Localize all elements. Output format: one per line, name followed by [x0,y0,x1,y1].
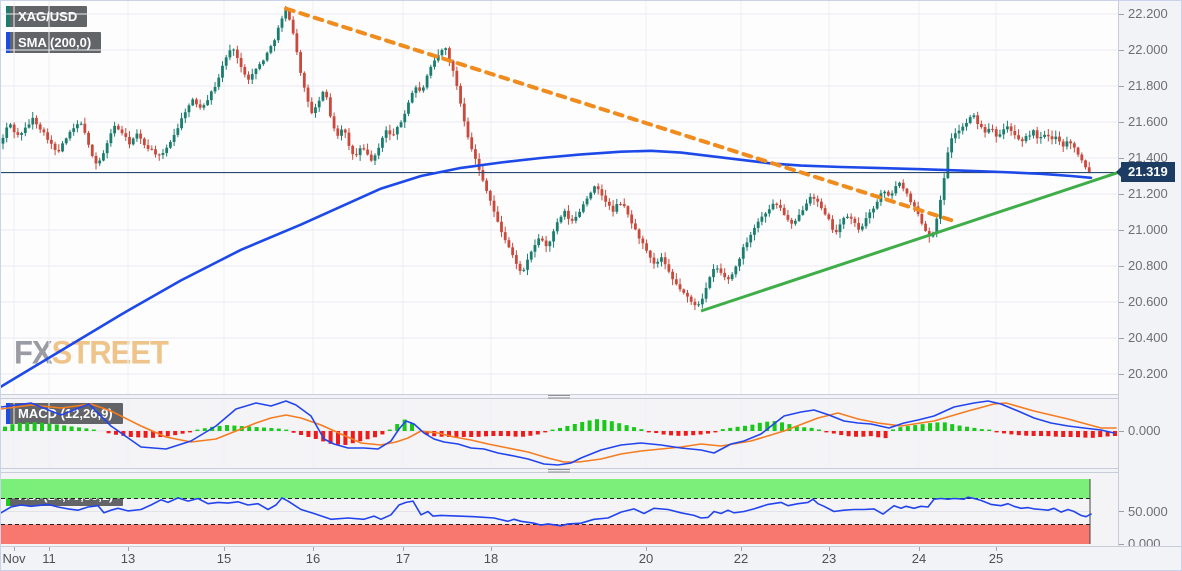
rsi-axis-tick [1118,543,1124,545]
time-axis-label: 13 [120,551,136,566]
time-axis-tick [919,547,920,551]
price-axis-tick [1118,13,1124,15]
panel-divider [1,468,1118,474]
time-axis-tick [829,547,830,551]
price-axis-label: 22.000 [1128,42,1168,57]
rsi-axis-tick [1118,511,1124,512]
price-axis-label: 21.000 [1128,222,1168,237]
time-axis-tick [14,547,15,551]
rsi-chart[interactable] [1,473,1118,546]
resize-grip-icon[interactable] [548,395,570,400]
price-axis-label: 20.400 [1128,330,1168,345]
time-axis-label: 20 [638,551,654,566]
time-axis-tick [49,547,50,551]
price-axis[interactable]: 22.200 22.000 21.800 21.600 21.400 21.200 21.0… [1118,1,1181,551]
price-axis-tick [1118,337,1124,339]
time-axis-tick [224,547,225,551]
time-axis-tick [646,547,647,551]
price-panel[interactable]: FXSTREET [1,1,1118,394]
time-axis-label: 15 [216,551,232,566]
price-axis-label: 21.200 [1128,186,1168,201]
sma-label: SMA (200,0) [18,35,92,50]
price-axis-tick [1118,265,1124,267]
price-axis-label: 21.600 [1128,114,1168,129]
resize-grip-icon[interactable] [548,469,570,474]
price-axis-tick [1118,229,1124,231]
price-axis-label: 21.800 [1128,78,1168,93]
time-axis-label: 16 [305,551,321,566]
time-axis-tick [996,547,997,551]
price-axis-label: 20.800 [1128,258,1168,273]
symbol-label: XAG/USD [18,9,78,24]
macd-axis-tick [1118,430,1124,432]
last-price-badge: 21.319 [1116,162,1175,182]
time-axis-label: 25 [988,551,1004,566]
price-axis-label: 21.400 [1128,150,1168,165]
symbol-accent-bar [6,6,10,27]
macd-axis-label: 0.000 [1128,423,1161,438]
time-axis-tick [741,547,742,551]
rsi-panel[interactable] [1,473,1118,546]
candlestick-chart[interactable] [1,1,1118,394]
time-axis-tick [403,547,404,551]
time-axis-label: 18 [483,551,499,566]
symbol-badge[interactable]: XAG/USD [6,6,88,27]
sma-accent-bar [6,32,10,53]
price-axis-label: 22.200 [1128,6,1168,21]
time-axis-label: 17 [395,551,411,566]
time-axis-label: 24 [911,551,927,566]
axis-border [1118,1,1119,546]
time-axis-tick [128,547,129,551]
price-axis-tick [1118,373,1124,375]
time-axis[interactable]: Nov 11 13 15 16 17 18 20 22 23 24 25 [1,546,1181,570]
time-axis-label: 23 [821,551,837,566]
fxstreet-watermark: FXSTREET [14,334,169,371]
price-axis-tick [1118,49,1124,51]
price-axis-tick [1118,121,1124,123]
macd-accent-bar [6,403,10,424]
time-axis-label: Nov [2,551,26,566]
macd-chart[interactable] [1,399,1118,468]
price-axis-label: 20.600 [1128,294,1168,309]
time-axis-tick [491,547,492,551]
price-axis-tick [1118,301,1124,303]
price-axis-label: 20.200 [1128,366,1168,381]
price-axis-tick [1118,157,1124,159]
price-axis-tick [1118,85,1124,87]
macd-panel[interactable] [1,399,1118,468]
rsi-axis-label: 50.000 [1128,503,1168,519]
time-axis-tick [313,547,314,551]
time-axis-label: 22 [733,551,749,566]
panel-divider [1,394,1118,400]
time-axis-label: 11 [42,551,56,566]
price-axis-tick [1118,193,1124,195]
sma-indicator-badge[interactable]: SMA (200,0) [6,32,102,53]
